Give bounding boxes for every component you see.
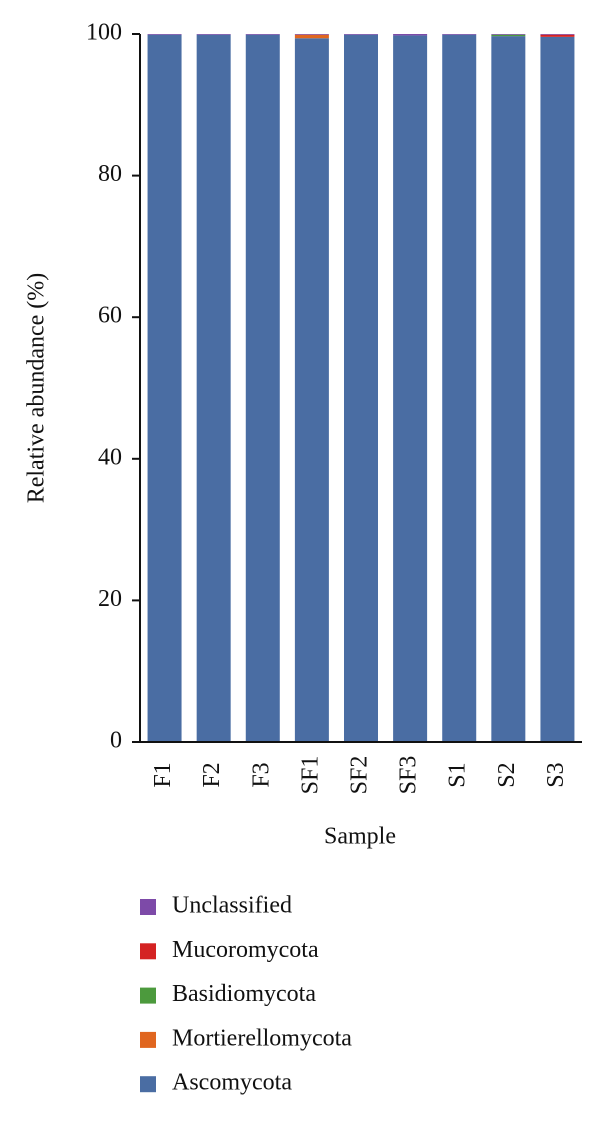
bar-segment bbox=[540, 34, 575, 35]
y-tick-label: 0 bbox=[110, 728, 122, 754]
bar-segment bbox=[491, 36, 526, 742]
bar-segment bbox=[393, 35, 428, 742]
legend-swatch bbox=[140, 1076, 156, 1093]
legend-label: Ascomycota bbox=[172, 1070, 292, 1096]
legend-swatch bbox=[140, 987, 156, 1004]
y-tick-label: 20 bbox=[98, 586, 122, 612]
x-tick-label: SF2 bbox=[347, 756, 373, 795]
y-tick-label: 60 bbox=[98, 303, 122, 329]
x-tick-label: F2 bbox=[199, 762, 225, 787]
legend-swatch bbox=[140, 1031, 156, 1048]
bar-segment bbox=[491, 34, 526, 37]
bar-segment bbox=[294, 34, 329, 35]
bar-segment bbox=[393, 34, 428, 36]
legend-label: Unclassified bbox=[172, 893, 292, 919]
x-tick-label: S3 bbox=[543, 762, 569, 787]
y-tick-label: 100 bbox=[86, 20, 122, 46]
bar-segment bbox=[344, 34, 378, 35]
legend-label: Mortierellomycota bbox=[172, 1025, 352, 1051]
x-tick-label: SF1 bbox=[297, 756, 323, 795]
bar-segment bbox=[196, 34, 231, 742]
bar-segment bbox=[442, 34, 477, 742]
bar-segment bbox=[540, 36, 575, 742]
bar-segment bbox=[196, 34, 231, 35]
bar-segment bbox=[245, 34, 280, 742]
y-axis-title: Relative abundance (%) bbox=[24, 273, 50, 504]
bar-segment bbox=[294, 34, 329, 39]
x-tick-label: SF3 bbox=[396, 756, 422, 795]
bar-segment bbox=[294, 38, 329, 743]
bar-segment bbox=[491, 34, 526, 35]
bar-segment bbox=[442, 34, 477, 35]
x-tick-label: F1 bbox=[150, 762, 176, 787]
bar-segment bbox=[245, 34, 280, 35]
x-tick-label: F3 bbox=[248, 762, 274, 787]
bar-segment bbox=[147, 34, 182, 35]
x-tick-label: S1 bbox=[445, 762, 471, 787]
legend-label: Mucoromycota bbox=[172, 937, 319, 963]
x-axis-title: Sample bbox=[324, 824, 396, 850]
legend-swatch bbox=[140, 899, 156, 915]
bar-segment bbox=[344, 34, 378, 742]
y-tick-label: 80 bbox=[98, 161, 122, 187]
bar-segment bbox=[147, 34, 182, 742]
legend-label: Basidiomycota bbox=[172, 981, 316, 1007]
legend-swatch bbox=[140, 943, 156, 960]
y-tick-label: 40 bbox=[98, 444, 122, 470]
bar-segment bbox=[540, 34, 575, 37]
x-tick-label: S2 bbox=[494, 762, 520, 787]
